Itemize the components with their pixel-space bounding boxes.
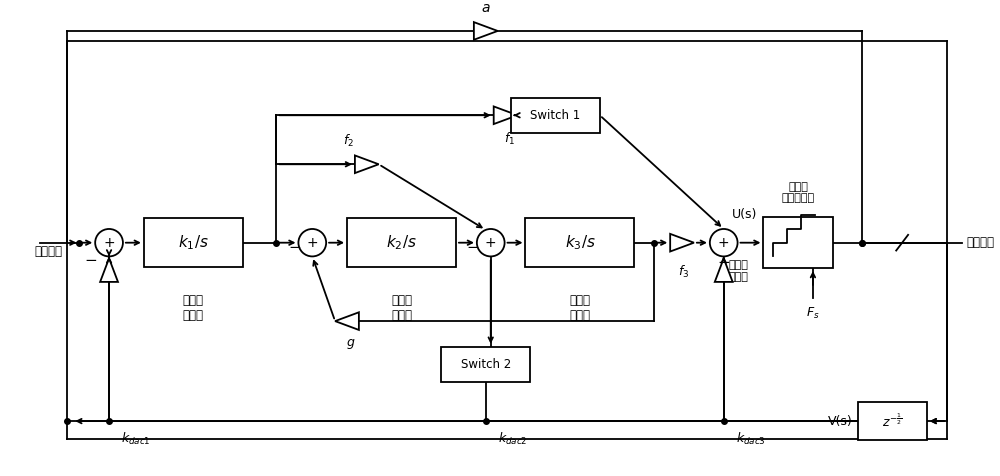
Polygon shape [335,312,359,330]
Text: −: − [467,240,479,255]
Bar [144,218,243,267]
Bar [525,218,634,267]
Text: $k_2/s$: $k_2/s$ [386,233,417,252]
Text: $f_1$: $f_1$ [504,131,515,147]
Polygon shape [715,258,733,282]
Polygon shape [474,22,498,40]
Text: $f_2$: $f_2$ [343,132,354,149]
Text: $z^{-\frac{1}{2}}$: $z^{-\frac{1}{2}}$ [882,413,902,430]
Polygon shape [494,107,517,124]
Text: $k_1/s$: $k_1/s$ [178,233,209,252]
Circle shape [710,229,738,257]
Bar [858,403,927,440]
Text: +: + [103,236,115,250]
Text: V(s): V(s) [828,415,853,427]
Text: $g$: $g$ [346,337,356,351]
Text: 第二级
积分器: 第二级 积分器 [391,294,412,322]
Text: 第四级
求和器: 第四级 求和器 [729,260,749,282]
Text: +: + [718,236,730,250]
Text: 第一级
积分器: 第一级 积分器 [183,294,204,322]
Text: $k_{dac1}$: $k_{dac1}$ [121,431,151,447]
Text: 模拟输入: 模拟输入 [35,245,63,258]
Text: 数字输出: 数字输出 [967,236,995,249]
Circle shape [477,229,505,257]
Text: Switch 2: Switch 2 [461,358,511,371]
Bar [511,98,600,133]
Text: $a$: $a$ [481,1,491,15]
Text: 第三级
积分器: 第三级 积分器 [569,294,590,322]
Text: −: − [717,255,730,270]
Bar [441,347,530,382]
Text: −: − [288,240,301,255]
Text: $f_3$: $f_3$ [678,264,690,280]
Text: $F_s$: $F_s$ [806,306,820,320]
Text: Switch 1: Switch 1 [530,109,580,122]
Text: −: − [85,253,98,268]
Bar [347,218,456,267]
Text: $k_3/s$: $k_3/s$ [565,233,595,252]
Circle shape [95,229,123,257]
Text: U(s): U(s) [732,208,757,221]
Text: +: + [485,236,497,250]
Text: $k_{dac3}$: $k_{dac3}$ [736,431,765,447]
Circle shape [298,229,326,257]
Bar [763,217,833,268]
Polygon shape [100,258,118,282]
Text: 可配置
多位量化器: 可配置 多位量化器 [781,182,815,203]
Text: +: + [306,236,318,250]
Polygon shape [670,234,694,251]
Text: $k_{dac2}$: $k_{dac2}$ [498,431,527,447]
Polygon shape [355,156,379,173]
